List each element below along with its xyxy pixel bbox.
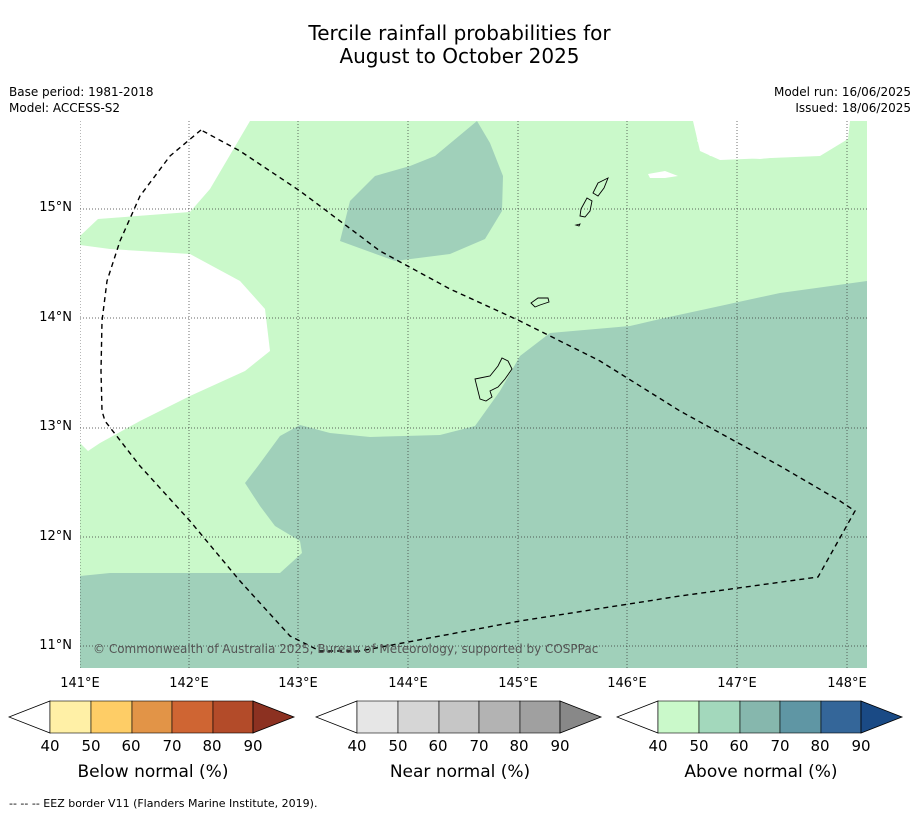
model-name: Model: ACCESS-S2 [9, 101, 121, 115]
island-saipan [592, 177, 609, 197]
lat-label-13n: 13°N [39, 419, 72, 434]
island-guam [474, 357, 513, 402]
above-50-60-region-south [80, 281, 867, 668]
colorbar-below-swatch-60 [131, 700, 173, 734]
meta-left: Base period: 1981-2018 Model: ACCESS-S2 [9, 84, 154, 116]
colorbar-near-low-extension [315, 700, 358, 734]
lon-label-143e: 143°E [278, 676, 318, 691]
colorbar-above-normal [616, 700, 904, 734]
tick-above-60: 60 [729, 737, 749, 755]
issued-date: Issued: 18/06/2025 [795, 101, 911, 115]
lon-label-147e: 147°E [717, 676, 757, 691]
colorbar-near-swatch-70 [478, 700, 521, 734]
islands [474, 177, 609, 402]
colorbar-above-swatch-50 [698, 700, 741, 734]
tick-near-80: 80 [509, 737, 529, 755]
tick-above-70: 70 [770, 737, 790, 755]
colorbar-below-swatch-70 [171, 700, 214, 734]
lat-label-15n: 15°N [39, 200, 72, 215]
eez-border [100, 129, 856, 652]
lat-label-14n: 14°N [39, 310, 72, 325]
legend-title-near-normal: Near normal (%) [389, 762, 531, 782]
lon-label-144e: 144°E [388, 676, 428, 691]
tick-below-40: 40 [40, 737, 60, 755]
no-signal-region-top-right [697, 121, 846, 159]
tick-near-40: 40 [347, 737, 367, 755]
map-title: Tercile rainfall probabilities for Augus… [0, 22, 919, 68]
colorbar-below-low-extension [8, 700, 51, 734]
no-signal-region-small [648, 171, 678, 178]
map-panel [80, 121, 867, 668]
base-period: Base period: 1981-2018 [9, 85, 154, 99]
lon-label-148e: 148°E [827, 676, 867, 691]
tick-below-80: 80 [202, 737, 222, 755]
colorbar-above-swatch-70 [779, 700, 822, 734]
lat-label-12n: 12°N [39, 529, 72, 544]
tick-near-60: 60 [428, 737, 448, 755]
graticule [80, 121, 867, 668]
colorbar-above-swatch-60 [739, 700, 781, 734]
tick-below-50: 50 [81, 737, 101, 755]
lon-label-145e: 145°E [498, 676, 538, 691]
tick-near-90: 90 [550, 737, 570, 755]
map-svg [80, 121, 867, 668]
colorbar-below-swatch-50 [90, 700, 133, 734]
title-line-1: Tercile rainfall probabilities for [308, 21, 611, 45]
legend-title-above-normal: Above normal (%) [684, 762, 838, 782]
tick-below-70: 70 [162, 737, 182, 755]
title-line-2: August to October 2025 [339, 44, 580, 68]
meta-right: Model run: 16/06/2025 Issued: 18/06/2025 [774, 84, 911, 116]
colorbar-near-swatch-80 [519, 700, 561, 734]
colorbar-below-high-extension [252, 700, 296, 734]
tick-below-90: 90 [243, 737, 263, 755]
colorbar-below-swatch-80 [212, 700, 254, 734]
tick-above-80: 80 [810, 737, 830, 755]
tick-above-50: 50 [689, 737, 709, 755]
colorbar-below-normal [8, 700, 296, 734]
above-50-60-region-north [340, 121, 503, 261]
island-aguijan [574, 223, 581, 227]
colorbar-near-swatch-50 [397, 700, 440, 734]
model-run: Model run: 16/06/2025 [773, 85, 911, 99]
colorbar-near-swatch-60 [438, 700, 480, 734]
island-tinian [579, 197, 593, 218]
tick-near-70: 70 [469, 737, 489, 755]
tick-above-40: 40 [648, 737, 668, 755]
legend-title-below-normal: Below normal (%) [77, 762, 229, 782]
colorbar-above-swatch-40 [657, 700, 700, 734]
tick-near-50: 50 [388, 737, 408, 755]
colorbar-above-swatch-80 [820, 700, 862, 734]
lon-label-142e: 142°E [169, 676, 209, 691]
colorbar-below-swatch-40 [49, 700, 92, 734]
copyright-notice: © Commonwealth of Australia 2025, Bureau… [93, 642, 599, 656]
lon-label-146e: 146°E [607, 676, 647, 691]
eez-footnote: -- -- -- EEZ border V11 (Flanders Marine… [9, 797, 318, 810]
tick-above-90: 90 [851, 737, 871, 755]
colorbar-near-high-extension [559, 700, 603, 734]
colorbar-near-normal [315, 700, 603, 734]
tick-below-60: 60 [121, 737, 141, 755]
lon-label-141e: 141°E [60, 676, 100, 691]
colorbar-above-high-extension [860, 700, 904, 734]
lat-label-11n: 11°N [39, 638, 72, 653]
colorbar-above-low-extension [616, 700, 659, 734]
island-rota [530, 297, 550, 308]
colorbar-near-swatch-40 [356, 700, 399, 734]
